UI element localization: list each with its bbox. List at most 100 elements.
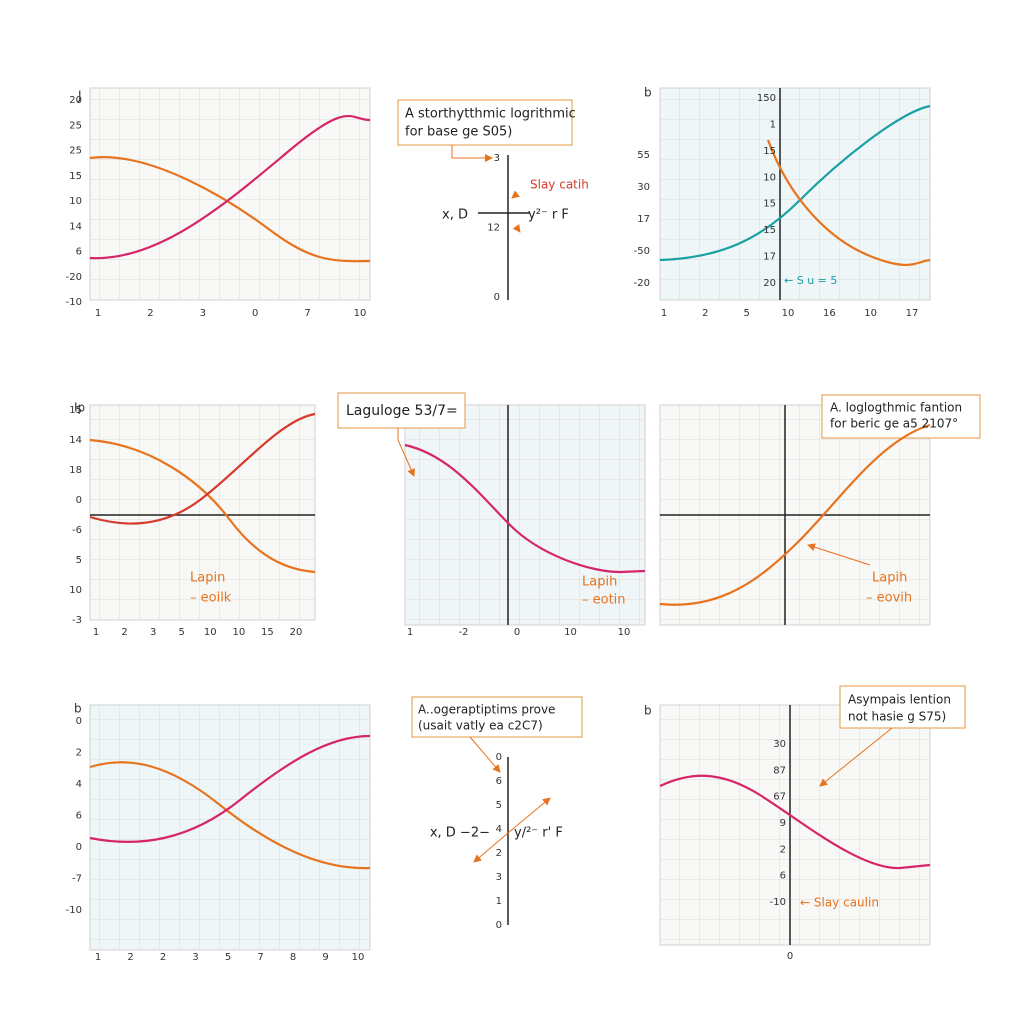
y-tick-label: -3: [72, 615, 82, 626]
x-tick-label: 2: [127, 952, 133, 963]
label: ← S u = 5: [784, 274, 837, 287]
axis-label: 12: [487, 223, 500, 234]
y-tick-label: 25: [69, 146, 82, 157]
y-tick-label: 15: [69, 171, 82, 182]
grid: [89, 704, 371, 951]
label: x, D −2−: [430, 826, 490, 841]
axis-label: 0: [494, 292, 500, 303]
x-tick-label: 16: [823, 308, 836, 319]
x-tick-label: 17: [906, 308, 919, 319]
x-tick-label: 1: [661, 308, 667, 319]
x-tick-label: 10: [354, 308, 367, 319]
y-tick-label: 15: [763, 199, 776, 210]
y-tick-label: 14: [69, 435, 82, 446]
annotation-box: [411, 696, 583, 738]
axis-label: 2: [496, 848, 502, 859]
arrow: [807, 543, 871, 566]
axis-label: 9: [780, 818, 786, 829]
axis-label: 30: [773, 739, 786, 750]
x-tick-label: 9: [322, 952, 328, 963]
y-tick-label: 20: [763, 278, 776, 289]
y-tick-label: 15: [763, 225, 776, 236]
curve: [404, 443, 646, 574]
arrow: [512, 223, 521, 233]
axis-label: 6: [780, 871, 786, 882]
axis-label: 5: [496, 800, 502, 811]
y-tick-label: 25: [69, 120, 82, 131]
arrow: [473, 832, 509, 863]
label: A. loglogthmic fantion: [830, 401, 962, 415]
axis-label: 4: [496, 824, 502, 835]
x-tick-label: 15: [261, 627, 274, 638]
y-tick-label: -50: [634, 246, 650, 257]
label: Slay catih: [530, 178, 589, 192]
x-tick-label: 2: [121, 627, 127, 638]
label: J: [77, 89, 82, 103]
x-tick-label: 10: [564, 627, 577, 638]
curve: [89, 438, 316, 574]
y-tick-label: 18: [69, 465, 82, 476]
y-tick-label: 10: [69, 196, 82, 207]
y-tick-label: 10: [69, 585, 82, 596]
y-tick-label: 4: [76, 779, 82, 790]
x-tick-label: 10: [204, 627, 217, 638]
arrow: [507, 797, 551, 834]
y-tick-label: 0: [76, 716, 82, 727]
axis-label: 3: [496, 872, 502, 883]
y-tick-label: 20: [69, 95, 82, 106]
annotation-box: [839, 685, 966, 729]
y-tick-label: -10: [66, 905, 82, 916]
label: b: [74, 702, 82, 716]
grid: [659, 704, 931, 946]
x-tick-label: 7: [304, 308, 310, 319]
y-tick-label: 15: [69, 405, 82, 416]
label: Lapih: [872, 571, 907, 586]
label: y²⁻ r F: [528, 208, 569, 223]
label: Lapin: [190, 571, 225, 586]
grid: [89, 87, 371, 301]
axis-label: 6: [496, 776, 502, 787]
y-tick-label: 150: [757, 93, 776, 104]
label: (usait vatly ea c2C7): [418, 719, 543, 733]
x-tick-label: 1: [95, 952, 101, 963]
label: b: [644, 704, 652, 718]
annotation-box: [397, 99, 573, 146]
curve: [89, 761, 371, 870]
arrow: [469, 736, 501, 773]
y-tick-label: 17: [763, 252, 776, 263]
y-tick-label: 55: [637, 150, 650, 161]
label: Laguloge 53/7=: [346, 403, 458, 419]
x-tick-label: 5: [179, 627, 185, 638]
axis-label: 67: [773, 792, 786, 803]
label: 0: [787, 951, 793, 962]
axis-label: 3: [494, 153, 500, 164]
y-tick-label: 6: [76, 247, 82, 258]
x-tick-label: 3: [192, 952, 198, 963]
y-tick-label: 10: [763, 172, 776, 183]
label: ← Slay caulin: [800, 896, 879, 910]
arrow: [511, 190, 520, 199]
label: Lapih: [582, 575, 617, 590]
grid: [89, 404, 316, 621]
axis-label: 1: [496, 896, 502, 907]
x-tick-label: 2: [702, 308, 708, 319]
label: Ip: [74, 401, 85, 415]
x-tick-label: 20: [290, 627, 303, 638]
x-tick-label: 8: [290, 952, 296, 963]
y-tick-label: -20: [634, 278, 650, 289]
axis-label: 2: [780, 844, 786, 855]
y-tick-label: -20: [66, 272, 82, 283]
y-tick-label: 0: [76, 495, 82, 506]
x-tick-label: 10: [352, 952, 365, 963]
label: not hasie g S75): [848, 710, 946, 724]
x-tick-label: 5: [225, 952, 231, 963]
x-tick-label: 1: [95, 308, 101, 319]
label: – eoilk: [190, 591, 232, 606]
y-tick-label: -10: [66, 297, 82, 308]
y-tick-label: 14: [69, 221, 82, 232]
x-tick-label: 0: [252, 308, 258, 319]
arrow: [397, 428, 415, 477]
annotation-box: [821, 394, 981, 439]
arrow: [451, 145, 493, 162]
